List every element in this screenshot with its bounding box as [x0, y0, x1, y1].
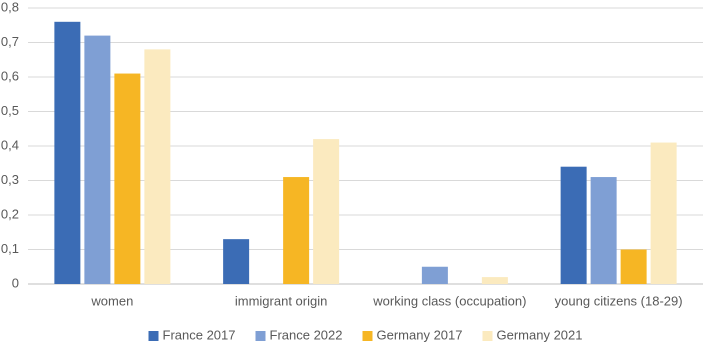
y-tick-label: 0	[12, 275, 19, 290]
x-tick-label: immigrant origin	[235, 293, 327, 308]
x-tick-label: working class (occupation)	[372, 293, 526, 308]
bar	[54, 21, 81, 285]
y-tick-label: 0,8	[1, 0, 19, 14]
y-tick-label: 0,7	[1, 34, 19, 49]
legend-label: Germany 2021	[497, 327, 583, 342]
bar	[421, 266, 448, 284]
bar	[481, 277, 508, 284]
bar	[560, 166, 587, 284]
bar	[223, 239, 250, 284]
y-tick-label: 0,1	[1, 241, 19, 256]
y-tick-label: 0,3	[1, 172, 19, 187]
y-tick-label: 0,6	[1, 68, 19, 83]
x-tick-label: women	[90, 293, 133, 308]
bar	[283, 177, 310, 284]
legend-swatch	[148, 331, 159, 341]
legend-label: France 2022	[270, 327, 343, 342]
bar	[114, 73, 141, 284]
x-tick-label: young citizens (18-29)	[555, 293, 683, 308]
bar	[620, 249, 647, 284]
bar	[313, 139, 340, 284]
legend-swatch	[482, 331, 493, 341]
y-tick-label: 0,4	[1, 137, 19, 152]
bar	[144, 49, 171, 285]
legend-label: Germany 2017	[377, 327, 463, 342]
legend-swatch	[255, 331, 266, 341]
bar	[590, 177, 617, 284]
bar	[650, 142, 677, 284]
y-tick-label: 0,2	[1, 206, 19, 221]
bar	[84, 35, 111, 284]
y-tick-label: 0,5	[1, 103, 19, 118]
legend-swatch	[362, 331, 373, 341]
legend-label: France 2017	[163, 327, 236, 342]
